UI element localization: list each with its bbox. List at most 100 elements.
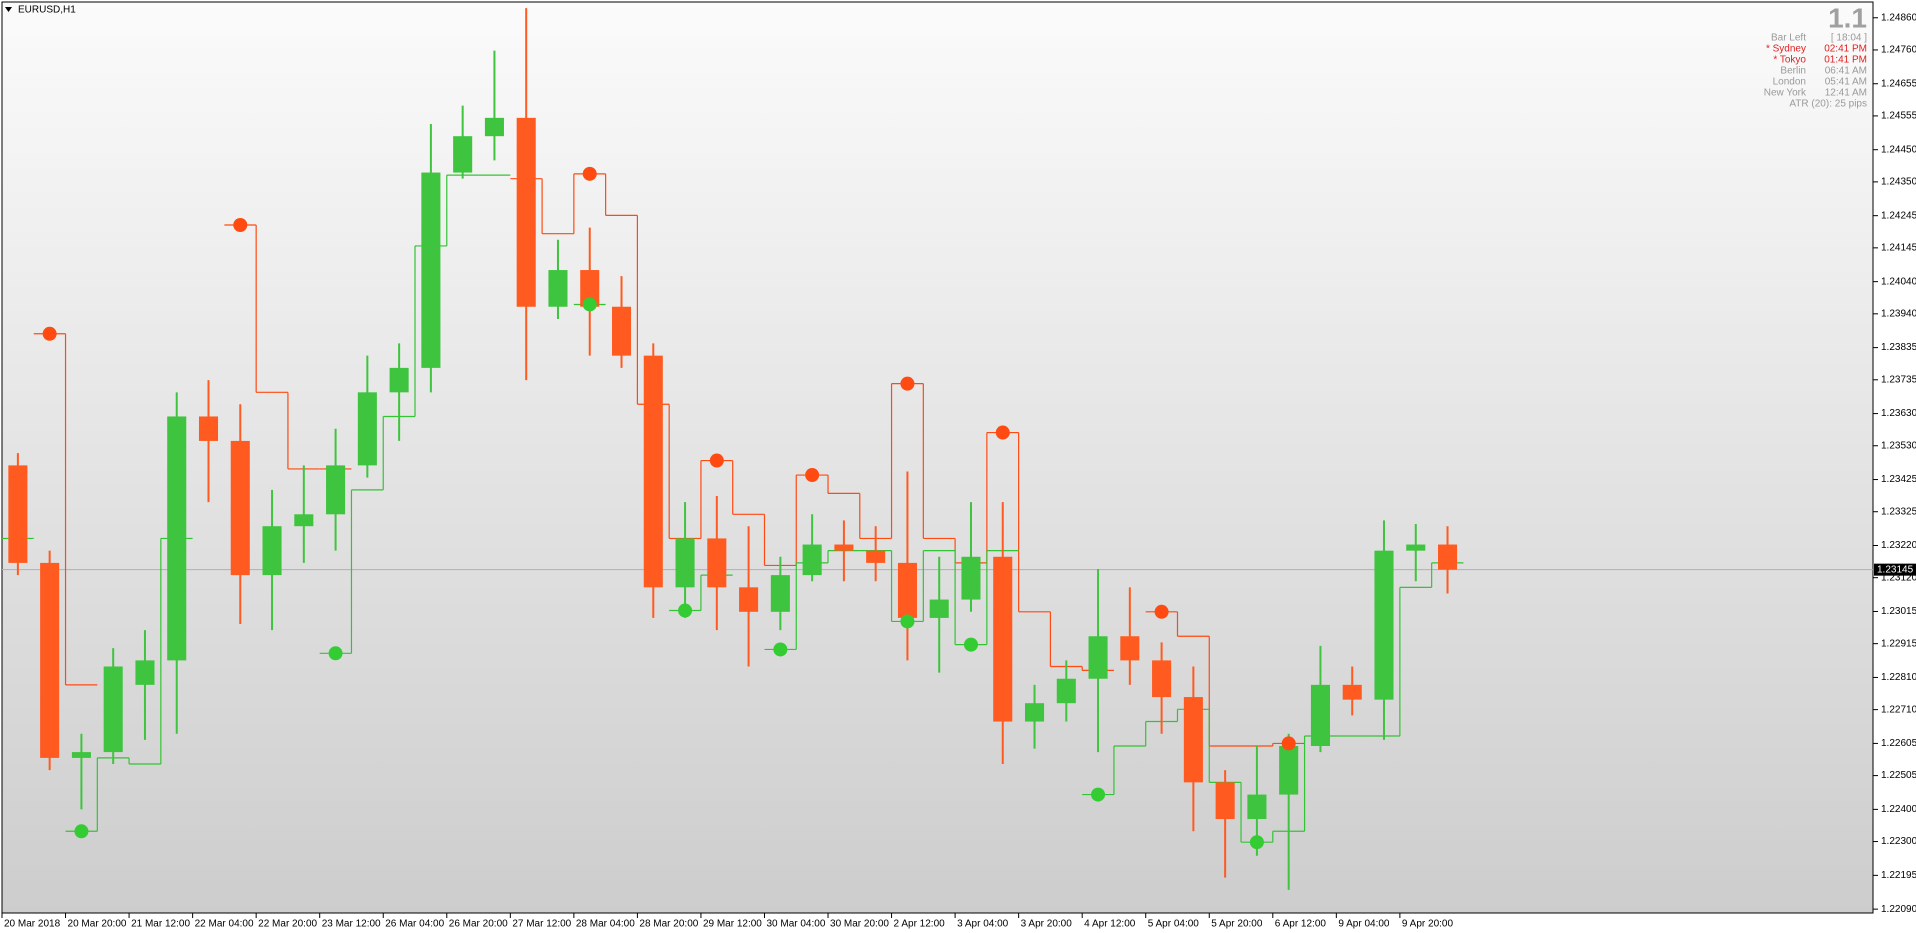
candle-body xyxy=(897,562,917,618)
bid-label: 1.23145 xyxy=(1877,564,1914,575)
info-version: 1.1 xyxy=(1828,2,1867,33)
y-tick-label: 1.23120 xyxy=(1881,572,1916,583)
candle-body xyxy=(1056,678,1076,704)
info-label: Berlin xyxy=(1780,66,1806,77)
candle-body xyxy=(357,392,377,466)
candle-body xyxy=(866,550,886,563)
y-tick-label: 1.24555 xyxy=(1881,111,1916,122)
signal-dot xyxy=(900,614,915,629)
bid-box xyxy=(1874,563,1916,576)
plot-area xyxy=(1,1,1874,914)
x-tick-label: 29 Mar 12:00 xyxy=(703,919,762,930)
candle-body xyxy=(1247,794,1267,820)
candle-body xyxy=(739,587,759,612)
y-tick-label: 1.23735 xyxy=(1881,374,1916,385)
candle-body xyxy=(230,440,250,576)
x-tick-label: 26 Mar 04:00 xyxy=(385,919,444,930)
y-tick-label: 1.23325 xyxy=(1881,506,1916,517)
candle-body xyxy=(135,660,155,685)
candle-body xyxy=(548,270,568,307)
candle-body xyxy=(389,367,409,393)
y-tick-label: 1.24040 xyxy=(1881,276,1916,287)
candle-body xyxy=(1438,544,1458,570)
candle-body xyxy=(1183,697,1203,783)
candle-body xyxy=(198,416,219,441)
candle-body xyxy=(707,538,727,588)
info-label: * Sydney xyxy=(1766,44,1806,55)
menu-arrow[interactable] xyxy=(5,7,12,12)
info-value: 02:41 PM xyxy=(1824,44,1867,55)
candle-body xyxy=(294,514,314,527)
candle-body xyxy=(103,666,123,753)
y-tick-label: 1.24655 xyxy=(1881,78,1916,89)
y-tick-label: 1.24145 xyxy=(1881,242,1916,253)
info-label: New York xyxy=(1764,88,1807,99)
signal-dot xyxy=(963,637,978,652)
y-tick-label: 1.23940 xyxy=(1881,308,1916,319)
y-tick-label: 1.22505 xyxy=(1881,770,1916,781)
info-value: 06:41 AM xyxy=(1825,66,1867,77)
x-tick-label: 21 Mar 12:00 xyxy=(131,919,190,930)
candle-body xyxy=(802,544,822,576)
x-tick-label: 9 Apr 04:00 xyxy=(1338,919,1390,930)
y-tick-label: 1.22300 xyxy=(1881,836,1916,847)
x-tick-label: 28 Mar 04:00 xyxy=(576,919,635,930)
candle-body xyxy=(580,270,600,307)
info-value: 01:41 PM xyxy=(1824,55,1867,66)
signal-dot xyxy=(805,468,820,483)
y-tick-label: 1.23425 xyxy=(1881,474,1916,485)
info-label: Bar Left xyxy=(1771,33,1806,44)
x-tick-label: 5 Apr 20:00 xyxy=(1211,919,1263,930)
x-tick-label: 28 Mar 20:00 xyxy=(639,919,698,930)
signal-dot xyxy=(1091,787,1106,802)
candle-body xyxy=(770,575,790,612)
info-label: * Tokyo xyxy=(1773,55,1806,66)
candle-body xyxy=(40,562,60,758)
signal-dot xyxy=(678,603,693,618)
candle-body xyxy=(484,117,504,137)
y-tick-label: 1.24350 xyxy=(1881,177,1916,188)
signal-dot xyxy=(233,218,248,233)
signal-dot xyxy=(1281,736,1296,751)
x-tick-label: 22 Mar 20:00 xyxy=(258,919,317,930)
info-value: [ 18:04 ] xyxy=(1831,33,1867,44)
candle-body xyxy=(453,136,473,173)
y-tick-label: 1.22400 xyxy=(1881,804,1916,815)
signal-dot xyxy=(1249,835,1264,850)
info-label: ATR (20): 25 pips xyxy=(1789,99,1867,110)
x-tick-label: 26 Mar 20:00 xyxy=(449,919,508,930)
candle-body xyxy=(1374,550,1394,700)
candle-body xyxy=(1120,636,1140,661)
y-tick-label: 1.23220 xyxy=(1881,540,1916,551)
y-tick-label: 1.23835 xyxy=(1881,342,1916,353)
y-tick-label: 1.24450 xyxy=(1881,144,1916,155)
signal-dot xyxy=(74,824,89,839)
info-value: 05:41 AM xyxy=(1825,77,1867,88)
candle-body xyxy=(675,538,695,588)
candle-body xyxy=(8,465,28,563)
candle-body xyxy=(834,544,854,551)
candle-body xyxy=(1152,660,1172,698)
signal-dot xyxy=(900,376,915,391)
x-tick-label: 27 Mar 12:00 xyxy=(512,919,571,930)
candle-body xyxy=(1310,684,1330,746)
x-tick-label: 2 Apr 12:00 xyxy=(894,919,946,930)
candle-body xyxy=(326,465,346,515)
x-tick-label: 9 Apr 20:00 xyxy=(1402,919,1454,930)
candle-body xyxy=(421,172,441,368)
y-tick-label: 1.22915 xyxy=(1881,638,1916,649)
x-tick-label: 3 Apr 20:00 xyxy=(1021,919,1073,930)
signal-dot xyxy=(1154,604,1169,619)
candle-body xyxy=(929,599,949,618)
chart-title: EURUSD,H1 xyxy=(18,5,76,16)
signal-dot xyxy=(709,453,724,468)
candle-body xyxy=(1024,703,1045,722)
x-tick-label: 30 Mar 20:00 xyxy=(830,919,889,930)
x-tick-label: 20 Mar 20:00 xyxy=(68,919,127,930)
candle-body xyxy=(611,306,632,356)
y-tick-label: 1.23015 xyxy=(1881,606,1916,617)
candle-body xyxy=(516,117,536,307)
signal-dot xyxy=(582,297,597,312)
